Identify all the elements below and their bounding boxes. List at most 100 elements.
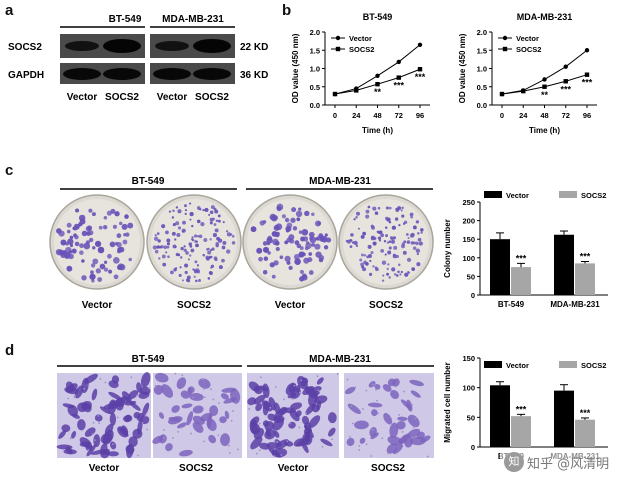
- colony: [288, 234, 295, 241]
- data-point: [542, 84, 547, 89]
- zhihu-logo-icon: 知: [504, 452, 524, 472]
- migrated-cell: [126, 443, 134, 459]
- colony: [221, 258, 225, 263]
- x-axis-label: Time (h): [362, 126, 393, 135]
- data-point: [396, 75, 401, 80]
- colony: [207, 247, 210, 251]
- colony: [369, 259, 372, 263]
- migrated-cell: [132, 428, 143, 439]
- migrated-cell: [124, 400, 137, 406]
- colony: [392, 236, 396, 240]
- colony: [74, 241, 80, 247]
- membrane-pore: [365, 389, 368, 392]
- colony: [79, 250, 84, 255]
- legend-swatch: [484, 361, 502, 368]
- migrated-cell: [142, 402, 150, 416]
- membrane-pore: [358, 449, 361, 451]
- x-axis-label: Time (h): [529, 126, 560, 135]
- migrated-cell: [99, 406, 111, 414]
- growth-curve-chart-bt549: BT-549 0.0 0.5 1.0 1.5 2.0 0 24 48 72 96 Time (h) OD…: [291, 12, 430, 135]
- migrated-cell: [328, 427, 336, 437]
- plate-label: Vector: [82, 300, 113, 311]
- colony: [371, 225, 375, 230]
- colony: [208, 270, 213, 275]
- colony: [279, 255, 284, 260]
- colony: [392, 254, 397, 259]
- colony: [385, 206, 389, 210]
- migrated-cell: [192, 405, 204, 414]
- colony: [174, 238, 177, 241]
- migrated-cell: [382, 384, 392, 392]
- membrane-pore: [218, 402, 220, 404]
- colony: [386, 241, 390, 244]
- colony: [209, 221, 213, 225]
- colony: [176, 233, 181, 238]
- colony: [90, 270, 94, 275]
- colony: [191, 236, 194, 239]
- colony: [308, 270, 314, 275]
- colony: [175, 206, 179, 209]
- colony: [275, 246, 280, 252]
- colony: [387, 263, 390, 266]
- colony: [296, 243, 302, 249]
- migrated-cell: [81, 400, 92, 410]
- colony: [394, 217, 399, 221]
- colony: [180, 246, 184, 251]
- colony: [382, 274, 385, 277]
- data-point: [584, 48, 590, 53]
- colony: [286, 222, 293, 229]
- data-point: [375, 73, 380, 79]
- membrane-pore: [237, 448, 239, 451]
- membrane-pore: [411, 403, 413, 406]
- y-tick-label: 50: [467, 272, 475, 281]
- bar: [511, 267, 531, 295]
- migrated-cell: [386, 443, 398, 454]
- migrated-cell: [308, 415, 321, 429]
- colony: [189, 254, 192, 257]
- significance-annotation: ***: [516, 253, 527, 263]
- migrated-cell: [91, 388, 98, 401]
- colony: [412, 246, 417, 250]
- chart-title: BT-549: [363, 12, 393, 22]
- legend-marker: [335, 35, 341, 41]
- migrated-cell: [224, 410, 230, 419]
- colony: [186, 275, 191, 280]
- y-tick-label: 100: [462, 384, 475, 393]
- colony: [128, 257, 132, 262]
- blot-cell-line-1: BT-549: [109, 14, 142, 25]
- migrated-cell: [295, 410, 302, 417]
- colony: [272, 215, 278, 221]
- colony: [189, 211, 194, 217]
- colony: [406, 240, 411, 244]
- migrated-cell: [320, 438, 333, 447]
- migrated-cell: [409, 379, 424, 387]
- colony: [284, 217, 290, 223]
- colony: [368, 272, 373, 276]
- migrated-cell: [390, 389, 399, 400]
- y-tick-label: 50: [467, 413, 475, 422]
- significance-annotation: ***: [580, 252, 591, 262]
- legend-marker: [335, 46, 341, 52]
- colony: [398, 224, 401, 227]
- colony: [99, 263, 106, 270]
- colony: [372, 206, 377, 211]
- colony: [188, 242, 192, 246]
- migration-label: SOCS2: [371, 463, 405, 474]
- colony: [367, 254, 372, 259]
- y-tick-label: 150: [462, 235, 475, 244]
- migrated-cell: [387, 435, 403, 446]
- colony: [302, 252, 306, 257]
- legend-label: SOCS2: [581, 361, 606, 370]
- bar: [490, 385, 510, 447]
- colony: [281, 214, 286, 219]
- colony: [386, 219, 389, 222]
- y-tick-label: 2.0: [310, 28, 320, 37]
- colony: [350, 233, 354, 237]
- colony: [88, 208, 93, 213]
- colony: [195, 243, 199, 248]
- blot-lane-label: Vector: [157, 92, 188, 103]
- colony: [202, 208, 205, 212]
- migrated-cell: [208, 434, 217, 444]
- colony: [380, 233, 384, 238]
- y-tick-label: 0: [471, 443, 475, 452]
